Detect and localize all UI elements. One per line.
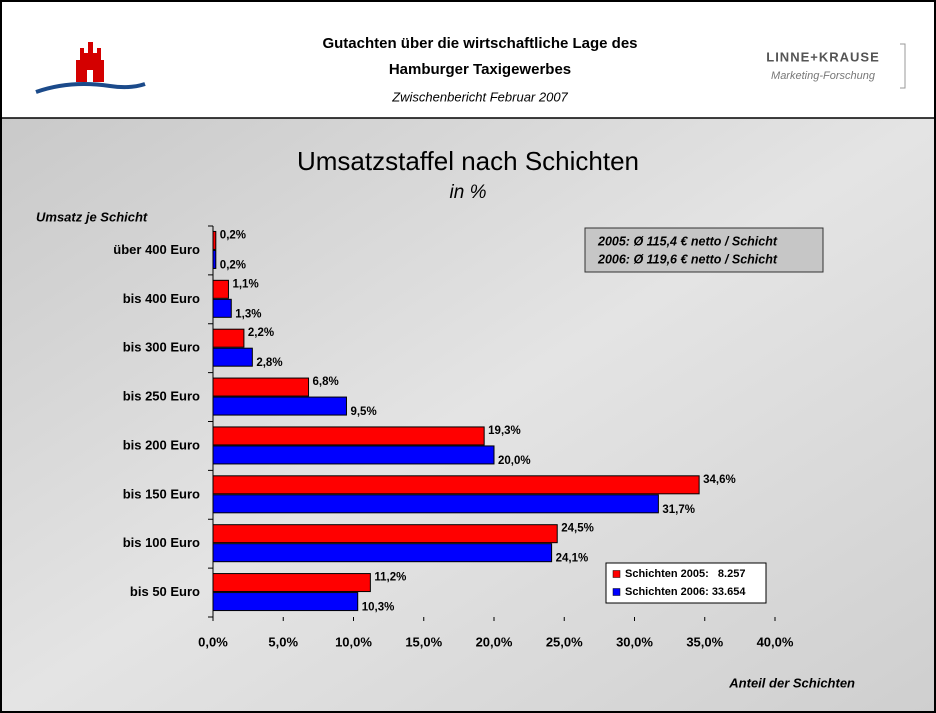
header-subtitle: Zwischenbericht Februar 2007 [391,89,568,104]
y-tick-label: bis 150 Euro [123,486,200,501]
value-label: 0,2% [220,259,246,271]
annotation: 2005: Ø 115,4 € netto / Schicht [597,234,778,248]
legend-swatch [613,571,620,578]
x-axis-label: Anteil der Schichten [728,675,855,690]
value-label: 2,2% [248,327,274,339]
y-tick-label: bis 100 Euro [123,535,200,550]
value-label: 11,2% [374,572,406,584]
x-tick-label: 10,0% [335,634,372,649]
bar [213,397,346,415]
bar [213,280,228,298]
value-label: 19,3% [488,425,521,437]
bar [213,329,244,347]
photo-bg [2,118,934,711]
x-tick-label: 35,0% [686,634,723,649]
x-tick-label: 40,0% [757,634,794,649]
bar [213,525,557,543]
header-title: Gutachten über die wirtschaftliche Lage … [322,35,637,52]
bar [213,348,252,366]
x-tick-label: 15,0% [405,634,442,649]
value-label: 20,0% [498,455,531,467]
value-label: 1,1% [232,278,258,290]
x-tick-label: 20,0% [476,634,513,649]
value-label: 24,5% [561,523,594,535]
value-label: 10,3% [362,602,395,614]
value-label: 31,7% [662,504,695,516]
y-tick-label: bis 400 Euro [123,291,200,306]
slide: Gutachten über die wirtschaftliche Lage … [0,0,936,713]
value-label: 1,3% [235,308,261,320]
bar [213,299,231,317]
legend-swatch [613,589,620,596]
y-tick-label: bis 50 Euro [130,584,200,599]
x-tick-label: 5,0% [268,634,298,649]
value-label: 9,5% [350,406,376,418]
bar [213,446,494,464]
bar [213,231,216,249]
y-tick-label: bis 250 Euro [123,389,200,404]
x-tick-label: 25,0% [546,634,583,649]
value-label: 24,1% [556,553,589,565]
logo-tagline: Marketing-Forschung [771,70,876,82]
logo-name: LINNE+KRAUSE [766,49,880,64]
bar [213,476,699,494]
x-tick-label: 0,0% [198,634,228,649]
bar [213,427,484,445]
legend-label: Schichten 2005: 8.257 [625,568,745,580]
annotation: 2006: Ø 119,6 € netto / Schicht [597,252,778,266]
bar [213,544,552,562]
chart-subtitle: in % [450,182,487,203]
bar [213,593,358,611]
bar [213,495,658,513]
value-label: 0,2% [220,229,246,241]
y-axis-label: Umsatz je Schicht [36,209,148,224]
y-tick-label: bis 300 Euro [123,340,200,355]
value-label: 2,8% [256,357,282,369]
bar [213,574,370,592]
value-label: 34,6% [703,474,736,486]
header-title: Hamburger Taxigewerbes [389,61,571,78]
x-tick-label: 30,0% [616,634,653,649]
bar [213,378,309,396]
chart-title: Umsatzstaffel nach Schichten [297,146,639,176]
y-tick-label: über 400 Euro [113,242,200,257]
value-label: 6,8% [313,376,339,388]
y-tick-label: bis 200 Euro [123,437,200,452]
legend-label: Schichten 2006: 33.654 [625,586,746,598]
bar [213,250,216,268]
